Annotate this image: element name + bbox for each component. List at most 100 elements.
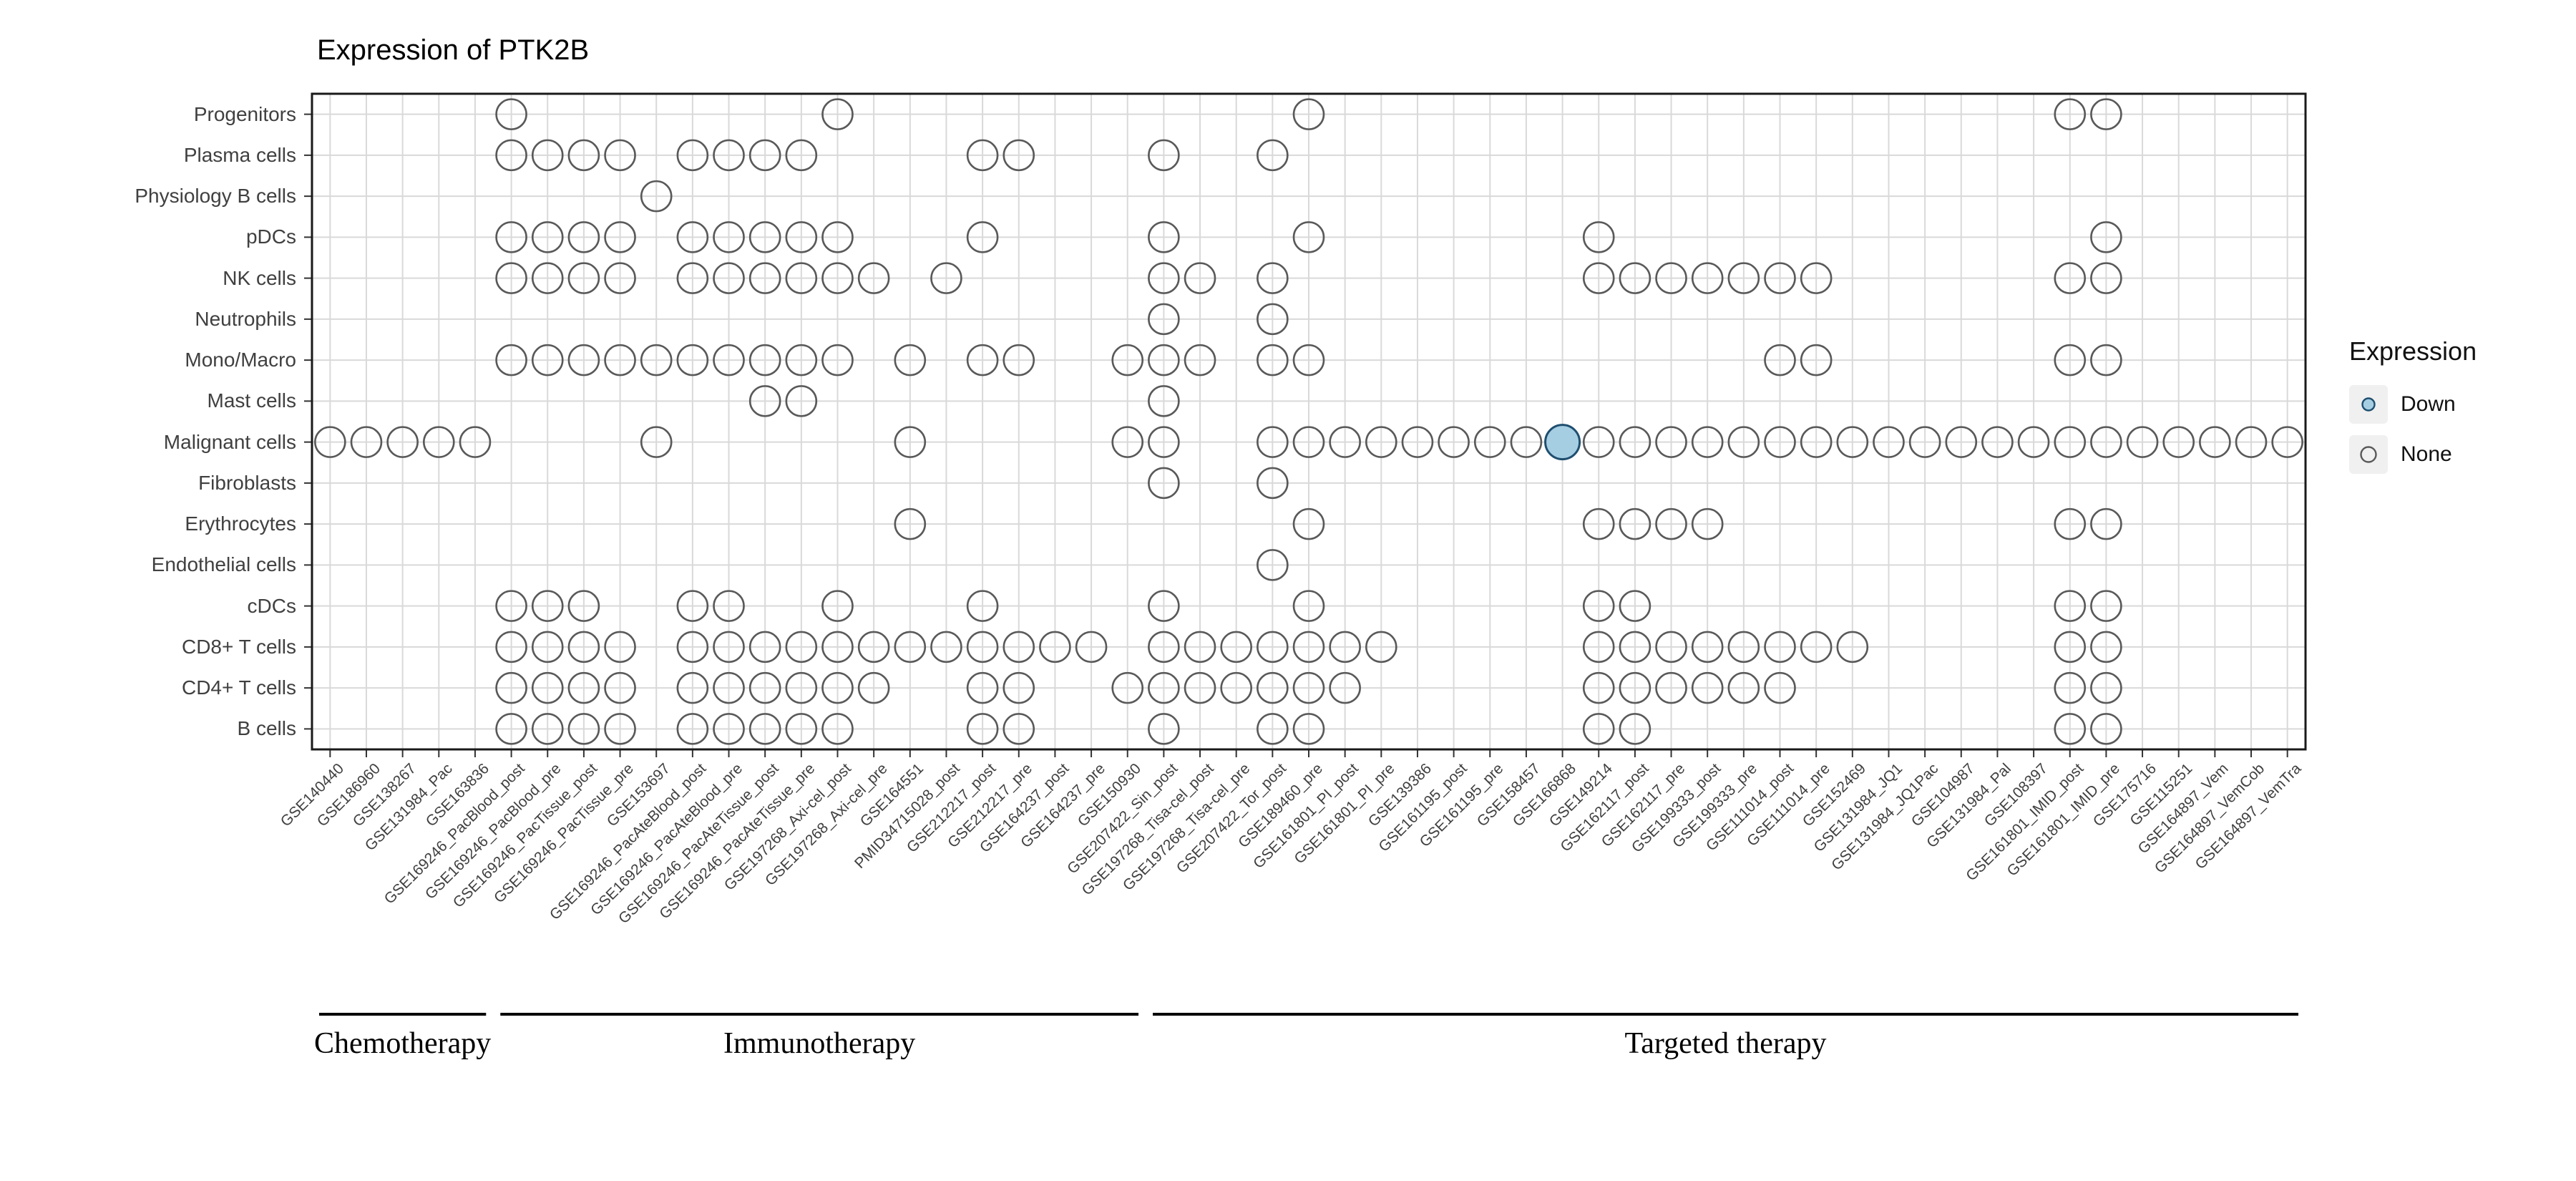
dot-none	[785, 713, 818, 745]
dot-none	[2199, 426, 2231, 458]
dot-none	[966, 139, 999, 172]
dot-down	[1544, 424, 1581, 461]
dot-none	[713, 590, 745, 622]
dot-none	[1655, 262, 1687, 294]
dot-none	[1619, 713, 1652, 745]
dot-none	[1619, 426, 1652, 458]
dot-none	[1691, 262, 1724, 294]
dot-none	[676, 671, 709, 704]
dot-none	[2090, 713, 2122, 745]
dot-none	[1292, 713, 1325, 745]
dot-none	[567, 221, 600, 253]
dot-none	[1257, 139, 1289, 172]
legend-item-down: Down	[2349, 385, 2477, 424]
dot-none	[1220, 631, 1252, 664]
dot-none	[1619, 590, 1652, 622]
dot-none	[2090, 98, 2122, 130]
dot-none	[604, 671, 636, 704]
legend-key-down	[2349, 385, 2388, 424]
dot-none	[640, 180, 673, 213]
dot-none	[2162, 426, 2195, 458]
legend-label-none: None	[2401, 442, 2452, 466]
dot-none	[1148, 262, 1180, 294]
dot-none	[748, 221, 781, 253]
dot-none	[1691, 507, 1724, 540]
dot-none	[894, 631, 927, 664]
dot-none	[1148, 139, 1180, 172]
dot-none	[1727, 262, 1760, 294]
dot-none	[676, 590, 709, 622]
dot-none	[2017, 426, 2050, 458]
dot-none	[531, 139, 564, 172]
dot-none	[1257, 426, 1289, 458]
dot-none	[1800, 344, 1833, 376]
y-axis-label: Mono/Macro	[185, 349, 296, 371]
dot-none	[567, 139, 600, 172]
dot-none	[1764, 631, 1796, 664]
dot-none	[2054, 631, 2087, 664]
dot-none	[1582, 631, 1615, 664]
dot-none	[1764, 262, 1796, 294]
group-label: Targeted therapy	[1624, 1027, 1827, 1060]
dot-none	[604, 139, 636, 172]
dot-none	[966, 344, 999, 376]
dot-none	[1002, 139, 1035, 172]
dot-none	[2235, 426, 2268, 458]
dot-none	[1002, 713, 1035, 745]
dot-none	[2054, 671, 2087, 704]
dot-none	[1800, 426, 1833, 458]
dot-none	[567, 631, 600, 664]
dot-none	[821, 631, 854, 664]
dot-none	[604, 344, 636, 376]
dot-none	[1655, 507, 1687, 540]
dot-none	[1257, 671, 1289, 704]
dot-none	[785, 385, 818, 417]
dot-none	[2054, 590, 2087, 622]
dot-none	[713, 713, 745, 745]
dot-none	[495, 139, 527, 172]
y-axis-label: Progenitors	[193, 102, 296, 125]
dot-none	[1582, 221, 1615, 253]
dot-none	[604, 221, 636, 253]
dot-none	[1619, 671, 1652, 704]
dot-none	[1582, 590, 1615, 622]
dot-none	[2090, 671, 2122, 704]
dot-none	[966, 221, 999, 253]
dot-none	[1764, 344, 1796, 376]
dot-none	[857, 262, 890, 294]
dot-none	[567, 590, 600, 622]
dot-none	[531, 671, 564, 704]
dot-none	[1836, 631, 1869, 664]
dot-none	[1655, 671, 1687, 704]
dot-none	[821, 98, 854, 130]
dot-none	[386, 426, 419, 458]
dot-none	[495, 713, 527, 745]
dot-none	[1184, 344, 1216, 376]
y-axis-label: Mast cells	[207, 389, 296, 412]
dot-none	[748, 631, 781, 664]
dot-none	[1292, 590, 1325, 622]
dot-none	[1220, 671, 1252, 704]
y-axis-label: Endothelial cells	[151, 553, 296, 576]
y-axis-label: Fibroblasts	[198, 471, 296, 494]
dot-none	[1908, 426, 1941, 458]
dot-none	[2090, 507, 2122, 540]
down-dot-icon	[2361, 397, 2376, 412]
dot-none	[531, 590, 564, 622]
dot-none	[1619, 507, 1652, 540]
dot-none	[676, 221, 709, 253]
dot-none	[1873, 426, 1905, 458]
dot-none	[495, 590, 527, 622]
legend-key-none	[2349, 435, 2388, 474]
dot-none	[821, 713, 854, 745]
dot-none	[1691, 631, 1724, 664]
y-axis-label: Malignant cells	[163, 430, 296, 453]
y-axis-label: Neutrophils	[195, 307, 296, 330]
dot-none	[2054, 344, 2087, 376]
dot-none	[1365, 631, 1397, 664]
dot-none	[1075, 631, 1108, 664]
dot-none	[748, 671, 781, 704]
dot-none	[1148, 221, 1180, 253]
dot-none	[1148, 590, 1180, 622]
dot-none	[2090, 426, 2122, 458]
